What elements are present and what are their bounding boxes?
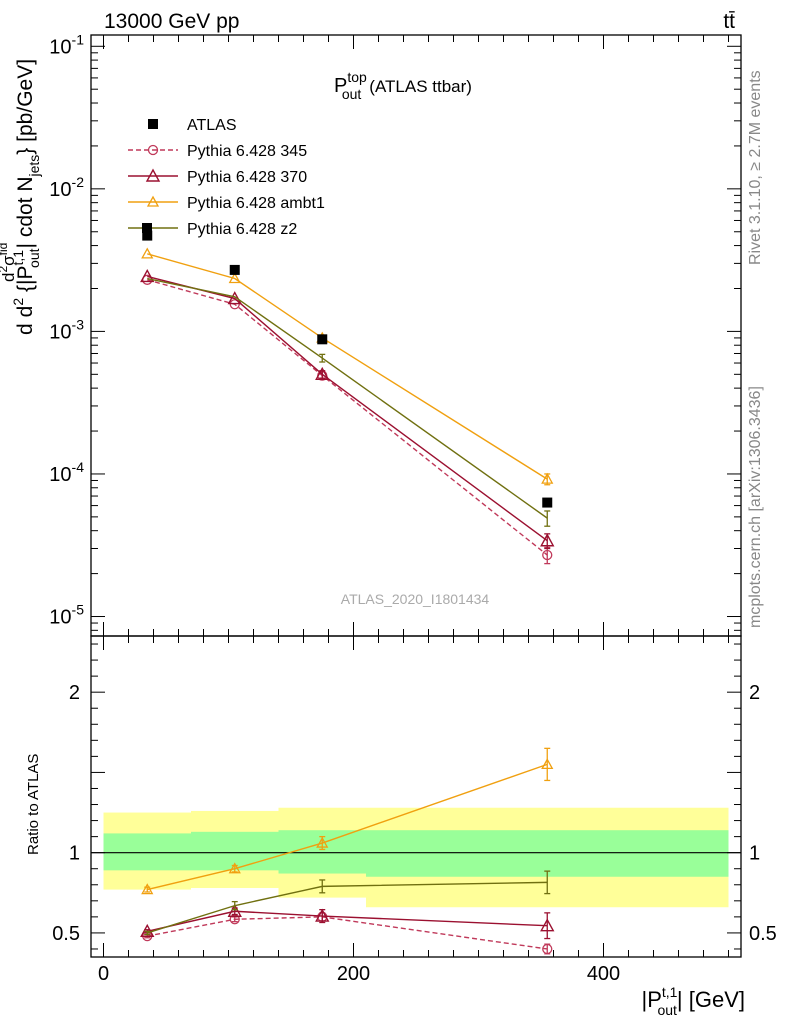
x-axis-label: |Pt,1 out| [GeV] bbox=[641, 984, 745, 1018]
data-point bbox=[541, 472, 554, 484]
x-tick-label: 0 bbox=[98, 963, 109, 985]
data-point-atlas bbox=[142, 230, 153, 241]
data-point bbox=[140, 268, 155, 283]
plot-title-sup: top bbox=[347, 69, 367, 85]
series-line bbox=[147, 275, 548, 542]
legend-marker bbox=[148, 119, 158, 129]
ratio-data-point bbox=[315, 908, 330, 922]
ratio-series-line bbox=[147, 916, 548, 950]
y-tick-label: 10-2 bbox=[49, 174, 84, 201]
series-line bbox=[147, 277, 548, 519]
y-tick-label: 10-4 bbox=[49, 459, 84, 486]
main-plot-panel bbox=[140, 230, 555, 565]
ratio-plot-frame bbox=[90, 635, 742, 958]
analysis-watermark: ATLAS_2020_I1801434 bbox=[341, 591, 490, 607]
legend-marker bbox=[145, 168, 161, 182]
data-point-atlas bbox=[542, 497, 553, 508]
data-point-atlas bbox=[317, 334, 328, 345]
data-point-atlas bbox=[229, 264, 240, 275]
legend-marker bbox=[142, 223, 152, 233]
legend-label: Pythia 6.428 z2 bbox=[187, 221, 297, 238]
legend-label: Pythia 6.428 345 bbox=[187, 143, 307, 160]
legend-label: Pythia 6.428 ambt1 bbox=[187, 195, 325, 212]
ratio-series-line bbox=[147, 763, 548, 891]
ratio-plot-panel bbox=[91, 747, 741, 955]
data-point bbox=[229, 299, 240, 310]
ratio-series-line bbox=[147, 910, 548, 933]
series-line bbox=[147, 279, 548, 556]
legend-item: ATLAS bbox=[148, 117, 237, 134]
header-ttbar: tt̄ bbox=[723, 10, 735, 33]
data-point bbox=[228, 272, 241, 284]
ratio-data-point bbox=[540, 918, 555, 932]
plot-title: Ptop out (ATLAS ttbar) bbox=[334, 69, 472, 102]
ratio-y-tick-label: 2 bbox=[69, 682, 80, 704]
data-point bbox=[542, 549, 553, 561]
top-y-axis-label-numerator: d2σfid bbox=[0, 243, 18, 282]
y-tick-label: 10-3 bbox=[49, 316, 84, 343]
series-line bbox=[147, 253, 548, 480]
legend-item: Pythia 6.428 z2 bbox=[128, 221, 297, 238]
ratio-y-tick-label-right: 0.5 bbox=[749, 923, 777, 945]
plot-title-rest: (ATLAS ttbar) bbox=[369, 77, 472, 96]
ratio-y-tick-label-right: 2 bbox=[749, 682, 760, 704]
header-process: 13000 GeV pp bbox=[104, 10, 239, 33]
data-point bbox=[141, 247, 154, 259]
legend-label: Pythia 6.428 370 bbox=[187, 169, 307, 186]
ratio-y-tick-label: 0.5 bbox=[52, 923, 80, 945]
data-point bbox=[315, 366, 330, 381]
legend: ATLAS Pythia 6.428 345 Pythia 6.428 370 Pyt… bbox=[128, 117, 325, 238]
ratio-band-inner bbox=[366, 830, 729, 877]
y-tick-label: 10-1 bbox=[49, 31, 84, 58]
legend-label: ATLAS bbox=[187, 117, 237, 134]
ratio-data-point bbox=[227, 903, 242, 917]
x-tick-label: 200 bbox=[337, 963, 370, 985]
top-y-axis-label: dd2 {|Pt,1out| cdot Njets} [pb/GeV] bbox=[10, 59, 42, 335]
plot-title-main: P bbox=[334, 75, 347, 97]
legend-marker bbox=[146, 195, 160, 207]
ratio-data-point bbox=[542, 943, 553, 955]
x-tick-label: 400 bbox=[587, 963, 620, 985]
ratio-y-tick-label: 1 bbox=[69, 843, 80, 865]
legend-item: Pythia 6.428 370 bbox=[128, 168, 307, 186]
legend-item: Pythia 6.428 345 bbox=[128, 143, 307, 160]
data-point bbox=[540, 533, 555, 547]
plot-title-sub: out bbox=[342, 86, 362, 102]
ratio-band-inner bbox=[103, 833, 191, 871]
ratio-y-tick-label-right: 1 bbox=[749, 843, 760, 865]
ratio-series-line bbox=[147, 881, 548, 934]
axis-ticks bbox=[91, 35, 741, 957]
rivet-label: Rivet 3.1.10, ≥ 2.7M events bbox=[747, 70, 764, 265]
ratio-data-point bbox=[541, 758, 554, 770]
mcplots-label: mcplots.cern.ch [arXiv:1306.3436] bbox=[747, 386, 764, 628]
ratio-y-axis-label: Ratio to ATLAS bbox=[25, 754, 42, 855]
legend-marker bbox=[147, 144, 159, 156]
legend-item: Pythia 6.428 ambt1 bbox=[128, 195, 325, 212]
y-tick-label: 10-5 bbox=[49, 602, 84, 629]
ratio-data-point bbox=[316, 836, 329, 848]
ratio-data-point bbox=[141, 883, 154, 895]
ratio-data-point bbox=[228, 862, 241, 874]
